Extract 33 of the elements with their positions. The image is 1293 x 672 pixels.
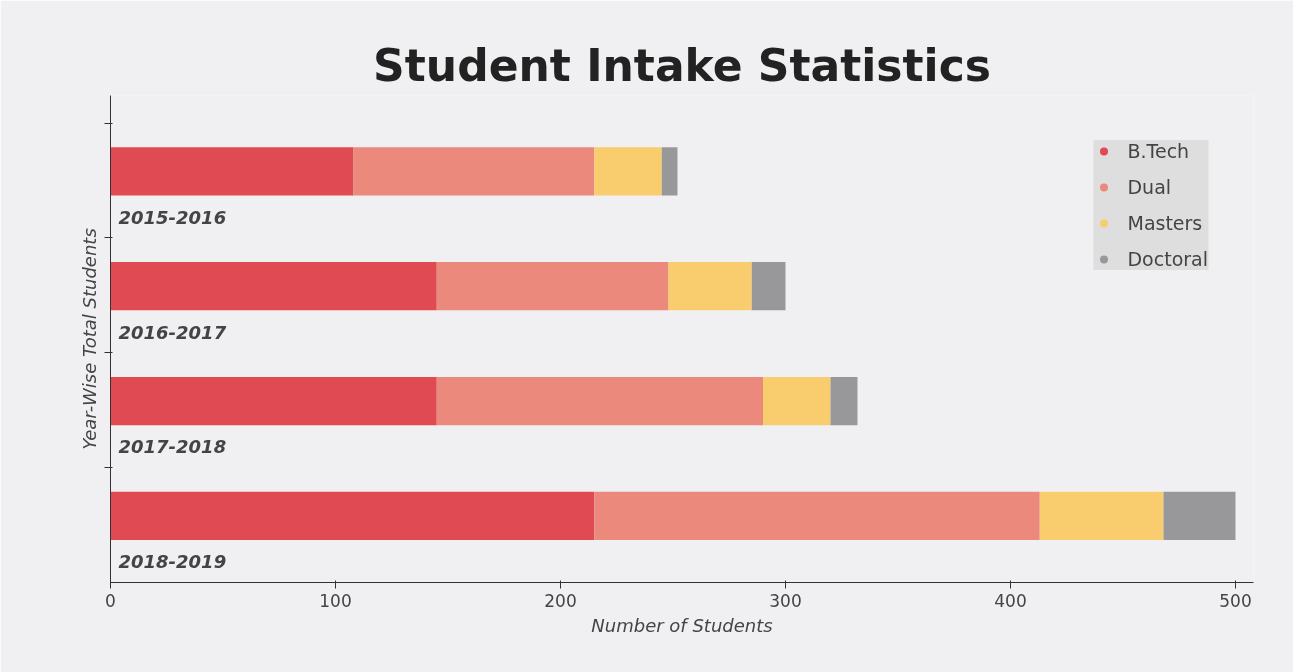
y-tick-label: 2018-2019 (118, 551, 227, 573)
bar (763, 376, 831, 426)
x-tick-label: 300 (769, 590, 802, 611)
y-tick-label: 2015-2016 (118, 206, 227, 228)
bar (110, 376, 437, 426)
y-tick-label: 2017-2018 (118, 436, 227, 458)
bar (661, 147, 678, 196)
x-tick-label: 500 (1219, 590, 1252, 611)
bar (668, 262, 752, 311)
x-tick-label: 400 (994, 590, 1027, 611)
legend-label: Doctoral (1127, 248, 1208, 270)
bar (594, 147, 662, 196)
bar (830, 376, 858, 426)
legend-label: Masters (1127, 212, 1203, 234)
chart-title: Student Intake Statistics (373, 39, 991, 91)
bar (110, 147, 354, 196)
y-axis-title: Year-Wise Total Students (78, 228, 100, 450)
bar (436, 262, 669, 311)
bar (436, 376, 763, 426)
bar (751, 262, 786, 311)
bar (110, 491, 595, 540)
bar (1039, 491, 1164, 540)
x-axis-title: Number of Students (591, 614, 773, 636)
bar (594, 491, 1040, 540)
legend-label: Dual (1127, 176, 1172, 198)
bar (110, 262, 437, 311)
x-tick-label: 0 (105, 590, 116, 611)
y-tick-label: 2016-2017 (118, 321, 227, 343)
bar (1163, 491, 1236, 540)
x-tick-label: 200 (544, 590, 577, 611)
x-tick-label: 100 (319, 590, 352, 611)
bar (353, 147, 595, 196)
legend-label: B.Tech (1127, 140, 1190, 162)
